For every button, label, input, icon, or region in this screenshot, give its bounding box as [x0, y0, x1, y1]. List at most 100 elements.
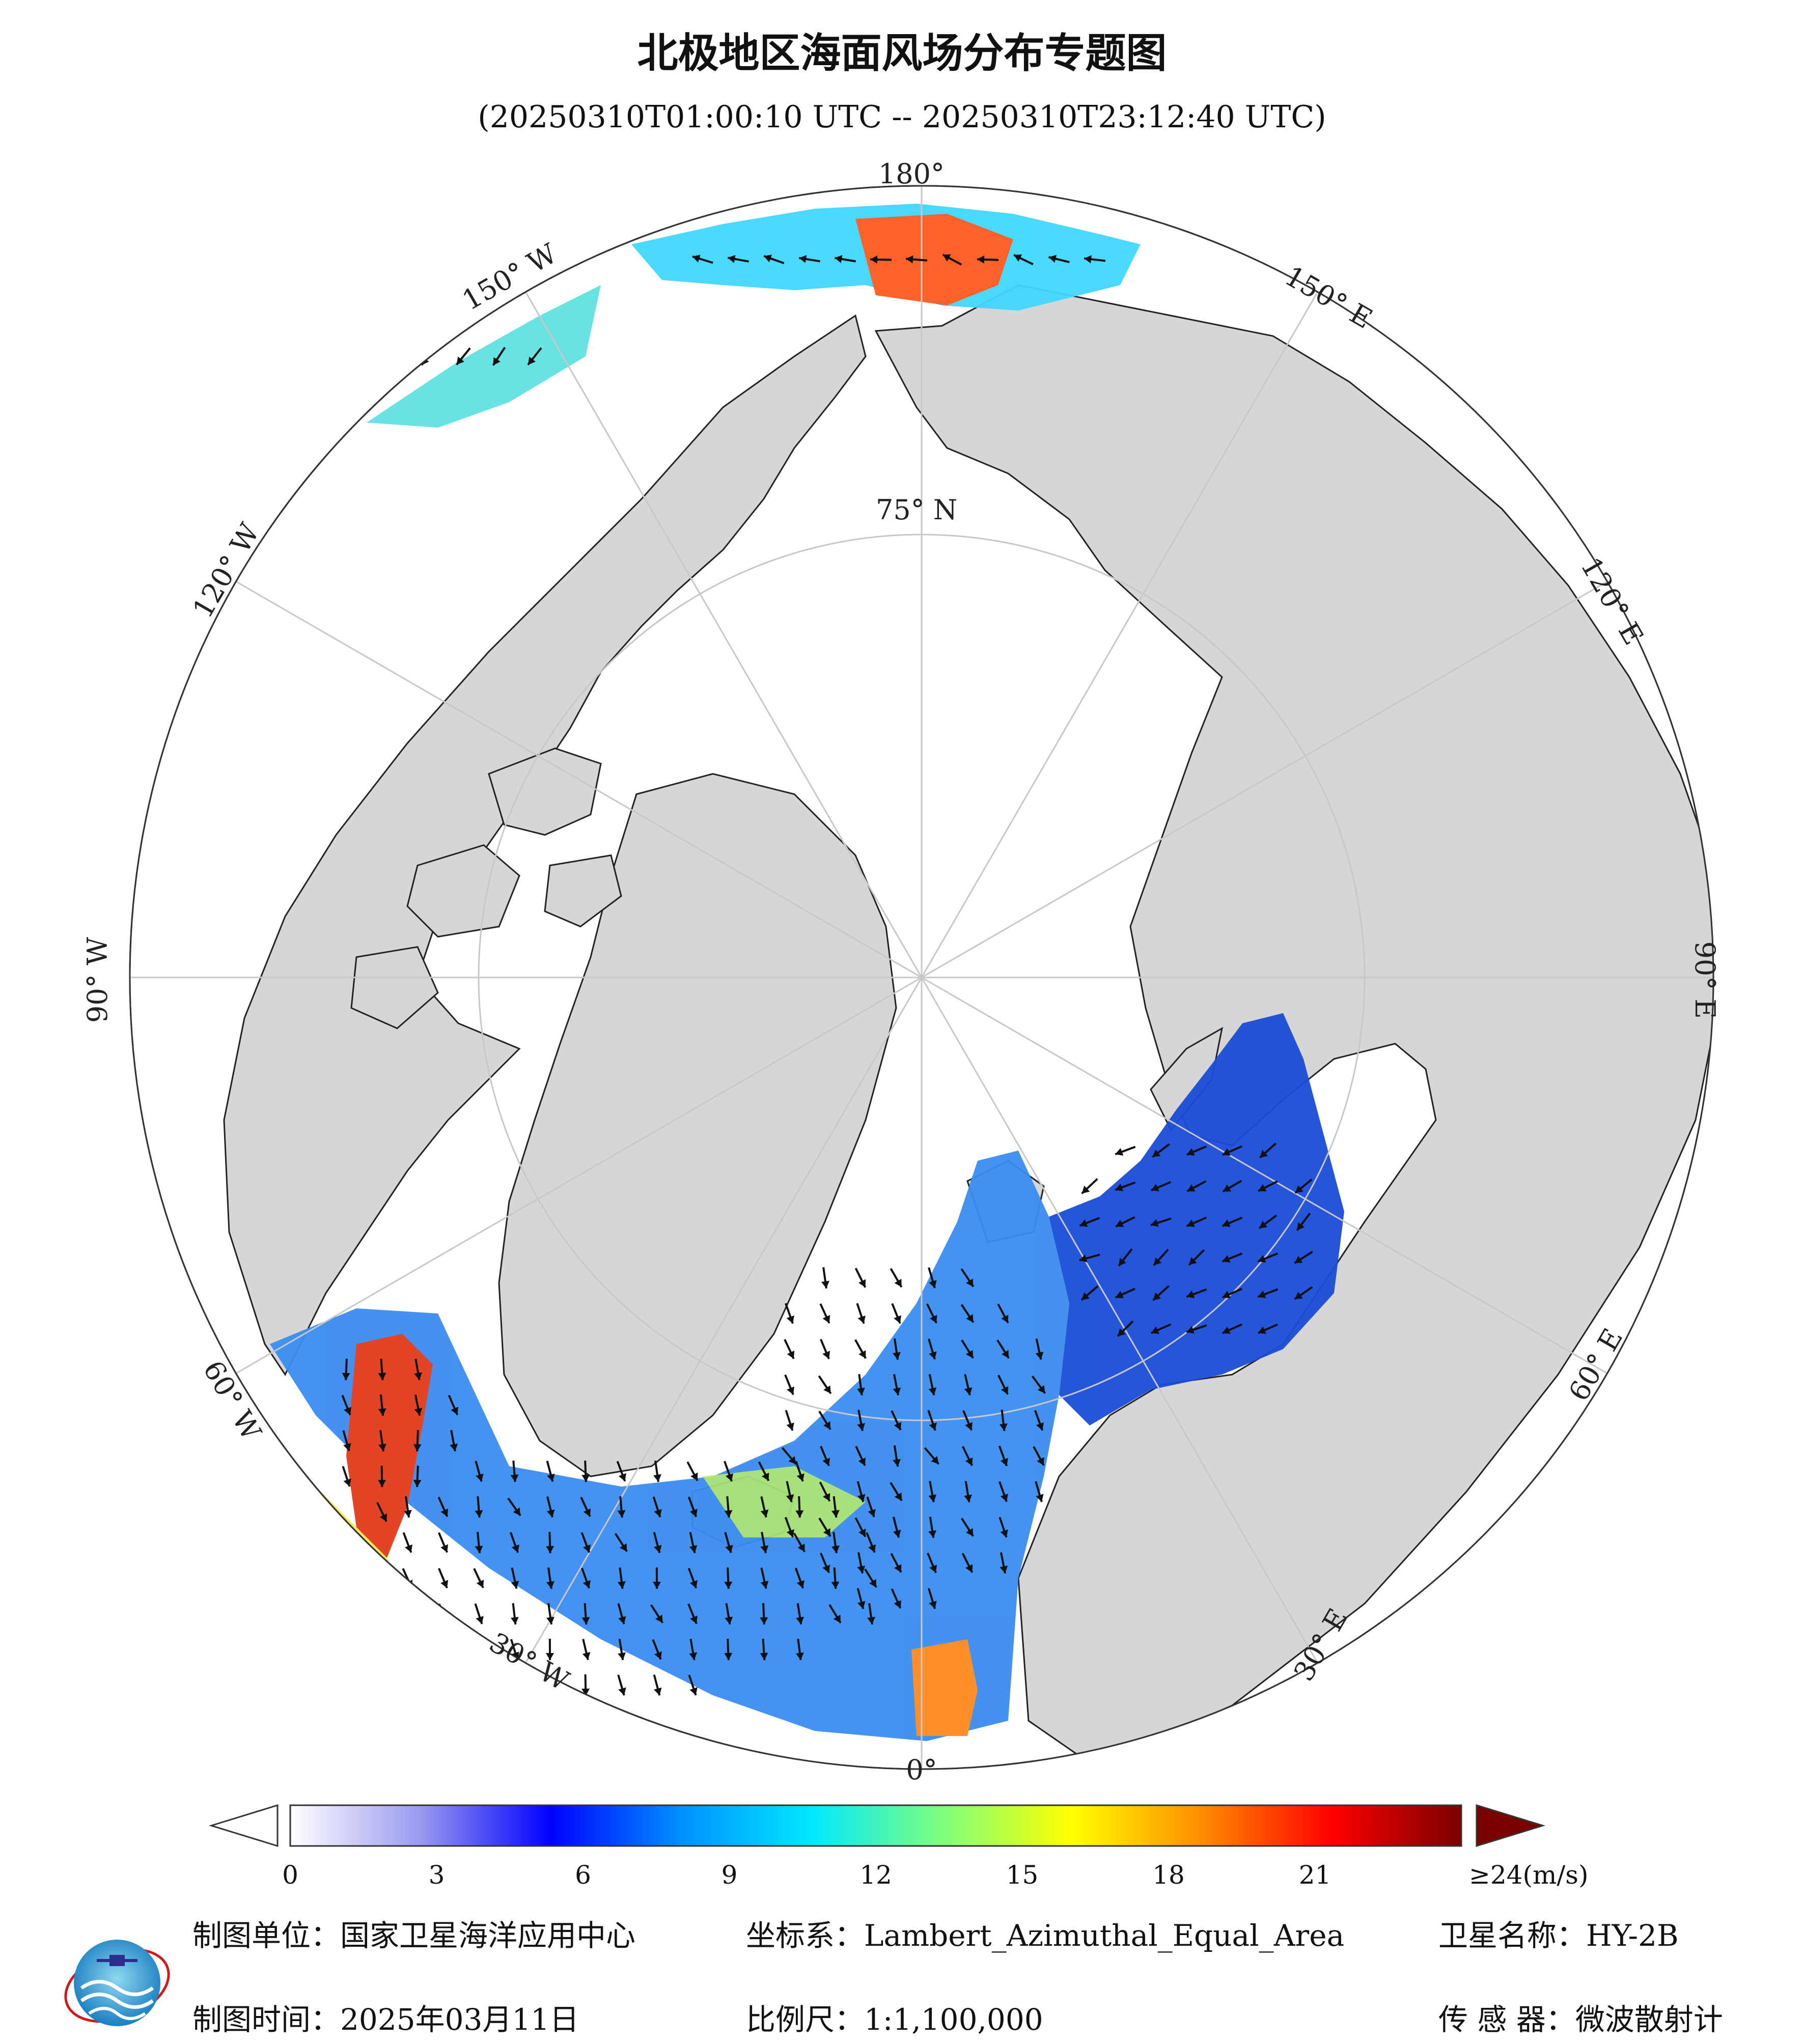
wind-arrow-head	[857, 1601, 866, 1609]
wind-arrow-head	[1151, 1219, 1159, 1227]
wind-arrow-head	[378, 1479, 386, 1487]
wind-arrow-head	[689, 1652, 698, 1660]
wind-arrow-head	[1037, 1385, 1045, 1393]
wind-arrow-head	[343, 1478, 351, 1487]
wind-arrow-head	[476, 1616, 484, 1624]
wind-arrow-head	[857, 1423, 866, 1431]
wind-arrow-head	[1258, 1184, 1267, 1192]
wind-arrow-head	[404, 1509, 412, 1518]
wind-arrow-head	[1294, 1292, 1303, 1299]
wind-arrow-head	[342, 1373, 350, 1380]
wind-arrow-head	[964, 1387, 973, 1395]
wind-arrow-head	[762, 1472, 769, 1481]
wind-arrow-head	[618, 1652, 626, 1660]
wind-arrow-head	[822, 1458, 830, 1466]
wind-arrow-head	[440, 1544, 449, 1553]
wind-arrow-head	[965, 1457, 973, 1466]
wind-arrow-head	[1081, 1292, 1090, 1300]
wind-arrow-head	[413, 1444, 422, 1451]
wind-arrow-head	[799, 255, 807, 263]
colorbar-tick-label: 21	[1299, 1860, 1331, 1890]
wind-arrow-head	[689, 1580, 698, 1588]
wind-arrow-head	[582, 1652, 591, 1660]
wind-arrow-head	[929, 1280, 937, 1289]
wind-arrow-head	[510, 1617, 519, 1625]
wind-arrow-head	[692, 255, 701, 263]
wind-arrow-head	[787, 1386, 794, 1395]
wind-arrow-head	[1079, 1254, 1088, 1263]
colorbar-under-triangle	[208, 1804, 279, 1847]
wind-arrow-head	[823, 1493, 830, 1501]
wind-arrow-head	[476, 1651, 484, 1660]
logo-globe	[74, 1940, 160, 2026]
colorbar-tick-label: 0	[282, 1860, 298, 1890]
wind-arrow-head	[868, 1509, 876, 1517]
wind-arrow-head	[1153, 1292, 1161, 1301]
footer-sensor: 传 感 器：微波散射计	[1438, 2002, 1723, 2037]
colorbar-tick-label: 3	[429, 1860, 445, 1890]
wind-arrow-head	[1014, 254, 1022, 262]
wind-arrow-head	[617, 1581, 626, 1589]
wind-arrow-head	[894, 1422, 902, 1431]
colorbar-tick-label: 18	[1152, 1860, 1185, 1890]
wind-swath-barents-sea	[1049, 1013, 1344, 1425]
nsoas-logo	[64, 1940, 170, 2026]
wind-arrow-head	[760, 1545, 769, 1553]
wind-arrow-head	[546, 1581, 554, 1589]
wind-arrow-head	[689, 1687, 698, 1695]
wind-arrow-head	[1036, 1494, 1044, 1502]
wind-arrow-head	[831, 1510, 840, 1518]
wind-arrow-head	[999, 1423, 1008, 1431]
wind-arrow-head	[858, 1350, 866, 1359]
wind-arrow-head	[929, 1351, 937, 1360]
wind-arrow-head	[1037, 1457, 1044, 1466]
wind-arrow-head	[823, 1385, 831, 1394]
wind-arrow-shaft	[386, 346, 398, 367]
wind-arrow-head	[456, 356, 464, 365]
wind-arrow-head	[894, 1564, 902, 1573]
wind-arrow-head	[966, 1528, 974, 1536]
wind-arrow-head	[581, 1688, 590, 1696]
wind-arrow-head	[343, 1443, 351, 1451]
colorbar-ticks: 0 3 6 9 12 15 18 21 ≥24(m/s)	[282, 1860, 1588, 1890]
map-title: 北极地区海面风场分布专题图	[637, 30, 1167, 77]
wind-band-greenland-jet	[346, 1334, 433, 1558]
wind-arrow-head	[378, 1408, 386, 1416]
wind-arrow-head	[511, 1581, 519, 1589]
wind-arrow-head	[795, 1510, 804, 1518]
wind-arrow-head	[620, 1543, 627, 1552]
wind-arrow-head	[403, 1617, 412, 1625]
wind-arrow-head	[1151, 1184, 1159, 1192]
wind-arrow-head	[581, 1474, 590, 1482]
wind-arrow-head	[547, 1473, 555, 1482]
wind-arrow-head	[725, 1545, 733, 1553]
wind-arrow-head	[1187, 1184, 1196, 1192]
wind-arrow-head	[476, 1473, 484, 1482]
wind-arrow-head	[724, 1510, 733, 1518]
wind-arrow-head	[1189, 1257, 1197, 1265]
wind-arrow-head	[965, 1564, 973, 1573]
wind-arrow-head	[1115, 1148, 1124, 1156]
wind-arrow-head	[796, 1580, 804, 1588]
wind-arrow-head	[689, 1545, 698, 1553]
wind-arrow-head	[760, 1653, 768, 1660]
wind-arrow-head	[1035, 1352, 1044, 1360]
wind-arrow-head	[764, 255, 772, 263]
wind-arrow-head	[654, 1687, 662, 1696]
wind-arrow-head	[405, 1544, 412, 1553]
colorbar-over-triangle	[1476, 1804, 1546, 1847]
wind-arrow-head	[1000, 1565, 1008, 1574]
wind-arrow-head	[1297, 1222, 1305, 1230]
wind-swath-north-atlantic	[270, 1151, 1069, 1741]
wind-arrow-head	[1259, 1220, 1268, 1228]
wind-arrow-head	[1002, 1350, 1009, 1358]
wind-arrow-head	[1223, 1184, 1231, 1192]
wind-arrow-head	[858, 1458, 866, 1466]
wind-arrow-head	[653, 1474, 661, 1482]
wind-arrow-head	[977, 255, 985, 264]
wind-arrow-head	[1079, 1219, 1088, 1227]
wind-arrow-head	[476, 1580, 484, 1588]
wind-arrow-head	[618, 1616, 626, 1625]
wind-arrow-head	[1001, 1314, 1009, 1323]
